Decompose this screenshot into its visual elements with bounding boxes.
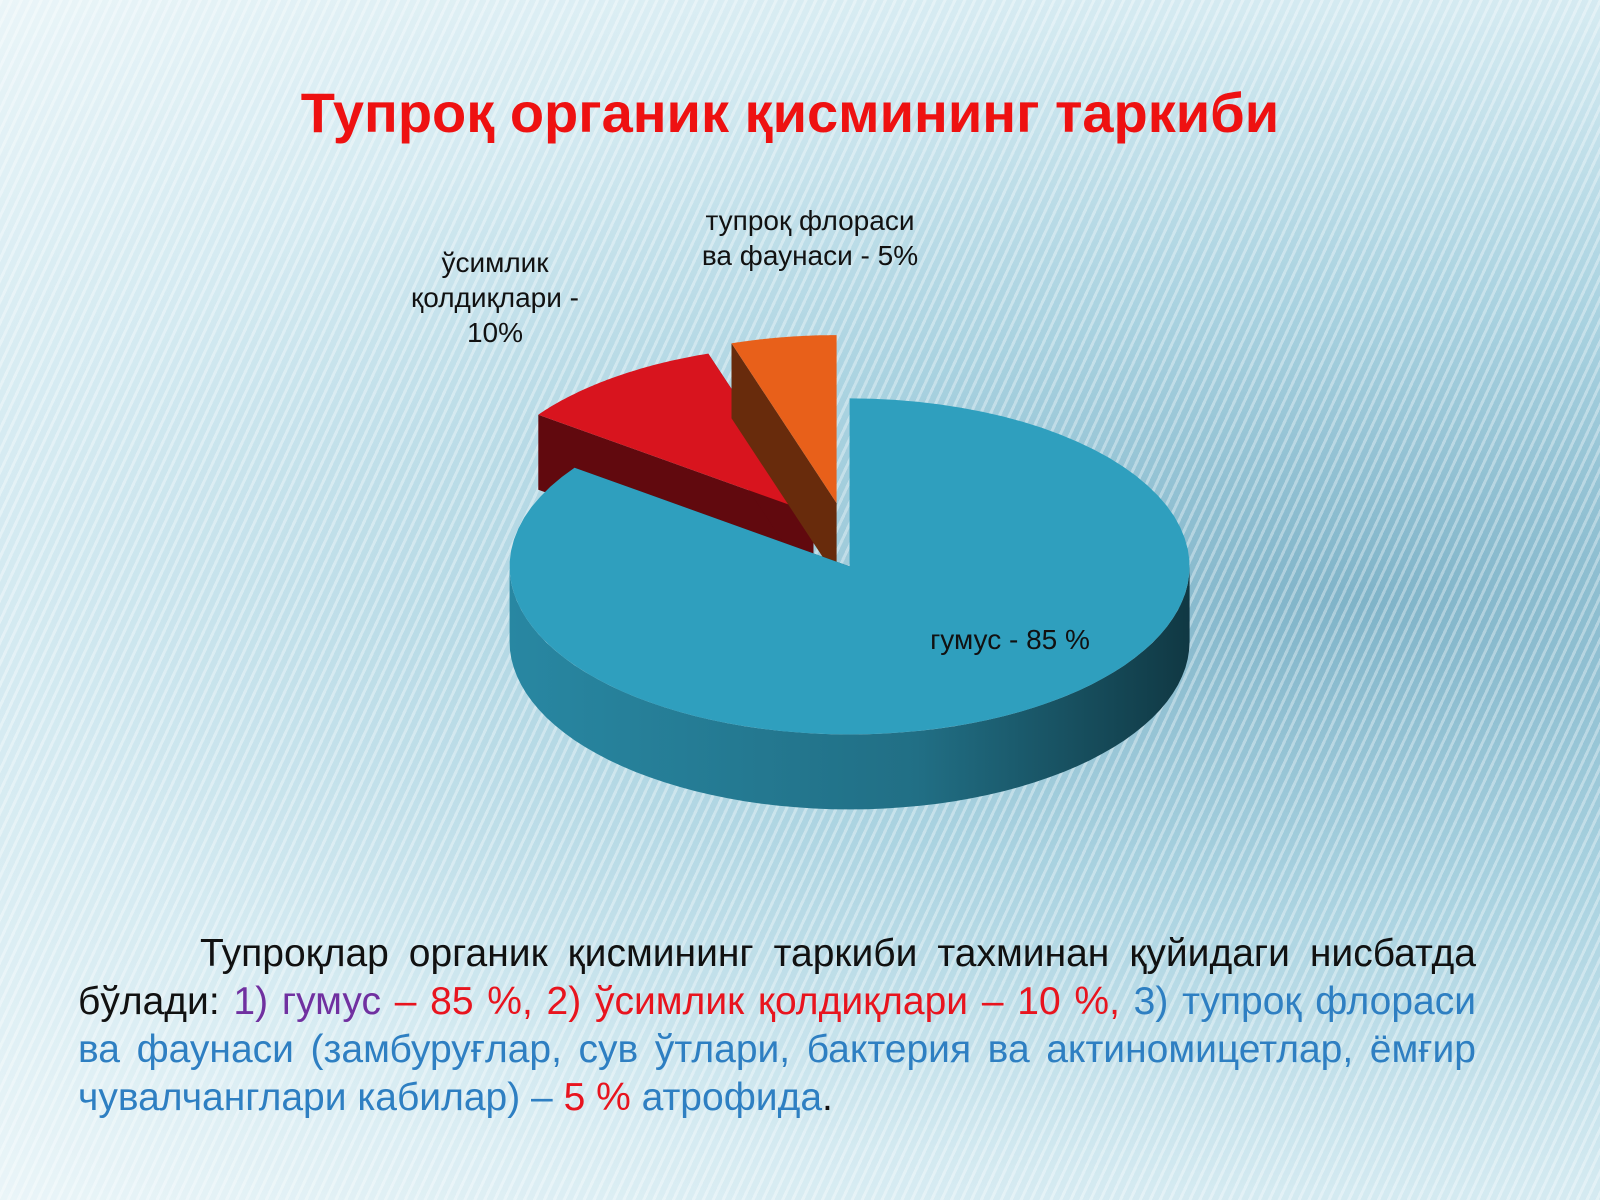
paragraph: Тупроқлар органик қисмининг таркиби тахм… (78, 930, 1476, 1122)
data-label: тупроқ флораси ва фаунаси - 5% (701, 205, 919, 271)
text-run: 3) тупроқ флораси ва фаунаси (замбуруғла… (78, 980, 1476, 1119)
data-label: ўсимлик қолдиқлари - 10% (411, 247, 579, 348)
slice (538, 353, 814, 514)
text-run: атрофида (630, 1076, 823, 1119)
slice-face (731, 343, 837, 579)
slide-title: Тупроқ органик қисмининг таркиби (300, 81, 1280, 144)
text-run: Тупроқлар органик қисмининг таркиби тахм… (78, 932, 1476, 1023)
slice-side (509, 566, 1190, 810)
text-run: 1) гумус (233, 980, 395, 1023)
slice (509, 398, 1190, 735)
slice (731, 335, 837, 504)
text-run: . (822, 1076, 833, 1119)
text-run: 5 % (563, 1076, 631, 1119)
data-label: гумус - 85 % (930, 624, 1090, 655)
text-run: – 85 %, 2) ўсимлик қолдиқлари – 10 %, (394, 980, 1134, 1023)
